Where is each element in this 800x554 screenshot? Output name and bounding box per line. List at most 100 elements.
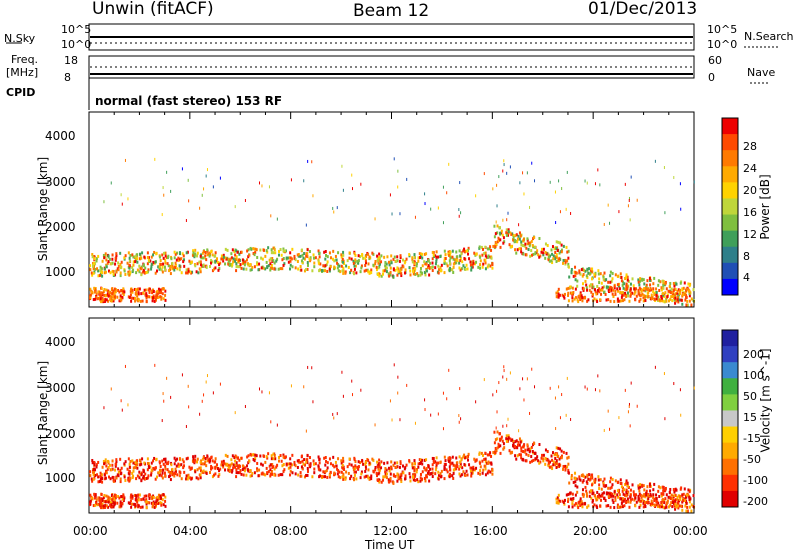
power-mark <box>303 252 306 256</box>
power-mark <box>673 284 676 288</box>
velocity-mark <box>662 505 665 509</box>
power-mark <box>679 182 681 186</box>
velocity-mark <box>440 469 443 473</box>
power-mark <box>146 262 149 266</box>
velocity-mark <box>429 467 432 471</box>
velocity-mark <box>675 505 678 509</box>
velocity-mark <box>374 465 377 469</box>
velocity-mark <box>102 459 105 463</box>
velocity-mark <box>364 469 367 473</box>
velocity-mark <box>170 463 173 467</box>
power-mark <box>467 248 470 252</box>
power-mark <box>279 267 282 271</box>
power-mark <box>140 256 143 260</box>
velocity-mark <box>140 473 143 477</box>
power-mark <box>127 270 130 274</box>
velocity-mark <box>461 466 464 470</box>
power-mark <box>640 288 643 292</box>
power-mark <box>451 249 454 253</box>
velocity-mark <box>149 465 152 469</box>
power-mark <box>534 179 536 183</box>
power-mark <box>194 264 197 268</box>
power-mark <box>396 255 399 259</box>
velocity-mark <box>192 460 195 464</box>
power-mark <box>343 261 346 265</box>
power-mark <box>203 187 205 191</box>
velocity-mark <box>452 476 455 480</box>
velocity-mark <box>522 458 525 462</box>
power-mark <box>614 292 617 296</box>
velocity-mark <box>664 488 667 492</box>
power-mark <box>685 303 688 307</box>
power-mark <box>113 297 116 301</box>
velocity-mark <box>147 494 150 498</box>
velocity-mark <box>353 473 356 477</box>
velocity-mark <box>534 385 536 389</box>
velocity-mark <box>150 461 153 465</box>
power-mark <box>560 248 563 252</box>
velocity-mark <box>331 463 334 467</box>
velocity-mark <box>598 493 601 497</box>
power-mark <box>121 295 124 299</box>
velocity-mark <box>111 463 114 467</box>
power-mark <box>408 253 411 257</box>
velocity-mark <box>272 452 275 456</box>
power-mark <box>467 252 470 256</box>
power-mark <box>561 293 564 297</box>
velocity-mark <box>596 506 599 510</box>
velocity-mark <box>669 503 672 507</box>
velocity-mark <box>325 459 328 463</box>
velocity-mark <box>555 501 558 505</box>
velocity-mark <box>342 456 345 460</box>
velocity-mark <box>233 456 236 460</box>
power-mark <box>586 181 588 185</box>
power-mark <box>161 270 164 274</box>
power-mark <box>360 264 363 268</box>
power-mark <box>648 289 651 293</box>
power-mark <box>119 251 122 255</box>
power-mark <box>199 270 202 274</box>
velocity-mark <box>279 473 282 477</box>
velocity-mark <box>135 495 138 499</box>
power-mark <box>578 269 581 273</box>
power-mark <box>153 299 156 303</box>
power-mark <box>641 277 644 281</box>
power-mark <box>335 258 338 262</box>
velocity-mark <box>652 493 655 497</box>
power-mark <box>127 295 130 299</box>
power-mark <box>522 237 525 241</box>
power-mark <box>324 257 327 261</box>
velocity-mark <box>266 456 269 460</box>
power-mark <box>312 194 314 198</box>
velocity-mark <box>621 497 624 501</box>
power-mark <box>584 179 586 183</box>
velocity-mark <box>389 479 392 483</box>
velocity-mark <box>267 470 270 474</box>
velocity-mark <box>660 500 663 504</box>
velocity-mark <box>608 493 611 497</box>
power-mark <box>627 204 629 208</box>
velocity-mark <box>93 496 96 500</box>
power-mark <box>600 292 603 296</box>
velocity-mark <box>188 465 191 469</box>
velocity-mark <box>636 404 638 408</box>
velocity-mark <box>587 477 590 481</box>
velocity-mark <box>300 474 303 478</box>
power-mark <box>394 268 397 272</box>
velocity-mark <box>241 464 244 468</box>
velocity-mark <box>98 496 101 500</box>
velocity-mark <box>324 470 327 474</box>
power-mark <box>439 269 442 273</box>
velocity-mark <box>568 481 571 485</box>
velocity-mark <box>160 503 163 507</box>
power-mark <box>491 266 494 270</box>
velocity-mark <box>382 478 385 482</box>
velocity-mark <box>326 466 329 470</box>
power-mark <box>444 253 447 257</box>
power-mark <box>244 260 247 264</box>
velocity-mark <box>154 503 157 507</box>
velocity-mark <box>427 464 430 468</box>
velocity-mark <box>671 500 674 504</box>
power-mark <box>269 257 272 261</box>
power-colorbar-swatch <box>722 118 738 135</box>
